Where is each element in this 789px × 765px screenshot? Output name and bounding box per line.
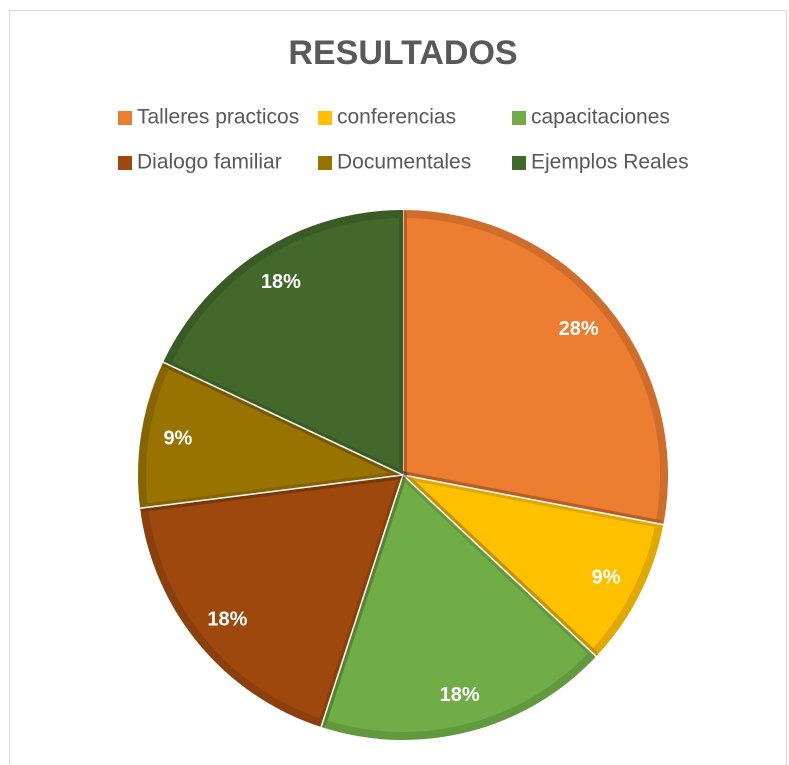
legend-swatch [118, 111, 132, 125]
chart-title: RESULTADOS [288, 34, 517, 72]
legend-label: capacitaciones [531, 106, 670, 129]
data-label: 28% [559, 318, 599, 340]
legend-label: Ejemplos Reales [531, 151, 689, 174]
data-label: 9% [163, 428, 192, 450]
legend-label: Talleres practicos [137, 106, 299, 129]
legend-label: Dialogo familiar [137, 151, 282, 174]
legend-swatch [318, 111, 332, 125]
pie-slice-separator [402, 474, 597, 657]
pie-slice-edge [399, 471, 664, 658]
pie-slice [321, 475, 597, 740]
pie-slice [163, 210, 403, 475]
pie-slice-edge [140, 471, 407, 728]
pie-slice-separator [139, 474, 404, 509]
pie-slice-edge [138, 359, 407, 512]
pie-slice-edge [399, 210, 668, 528]
pie-slice-edge [162, 210, 407, 479]
pie-slice-separator [162, 361, 404, 476]
pie-slice [403, 475, 664, 657]
legend-label: conferencias [337, 106, 456, 129]
pie-slice-separator [402, 474, 664, 526]
pie-slice [140, 475, 403, 728]
legend-swatch [512, 111, 526, 125]
pie-slice-edge [318, 471, 598, 740]
data-label: 18% [207, 609, 247, 631]
legend-swatch [118, 156, 132, 170]
data-label: 9% [592, 567, 621, 589]
pie-slice [138, 362, 404, 509]
legend-label: Documentales [337, 151, 471, 174]
data-label: 18% [261, 271, 301, 293]
legend-swatch [512, 156, 526, 170]
legend-swatch [318, 156, 332, 170]
data-label: 18% [440, 684, 480, 706]
pie-slice [403, 210, 668, 525]
pie-slice-separator [320, 474, 404, 728]
